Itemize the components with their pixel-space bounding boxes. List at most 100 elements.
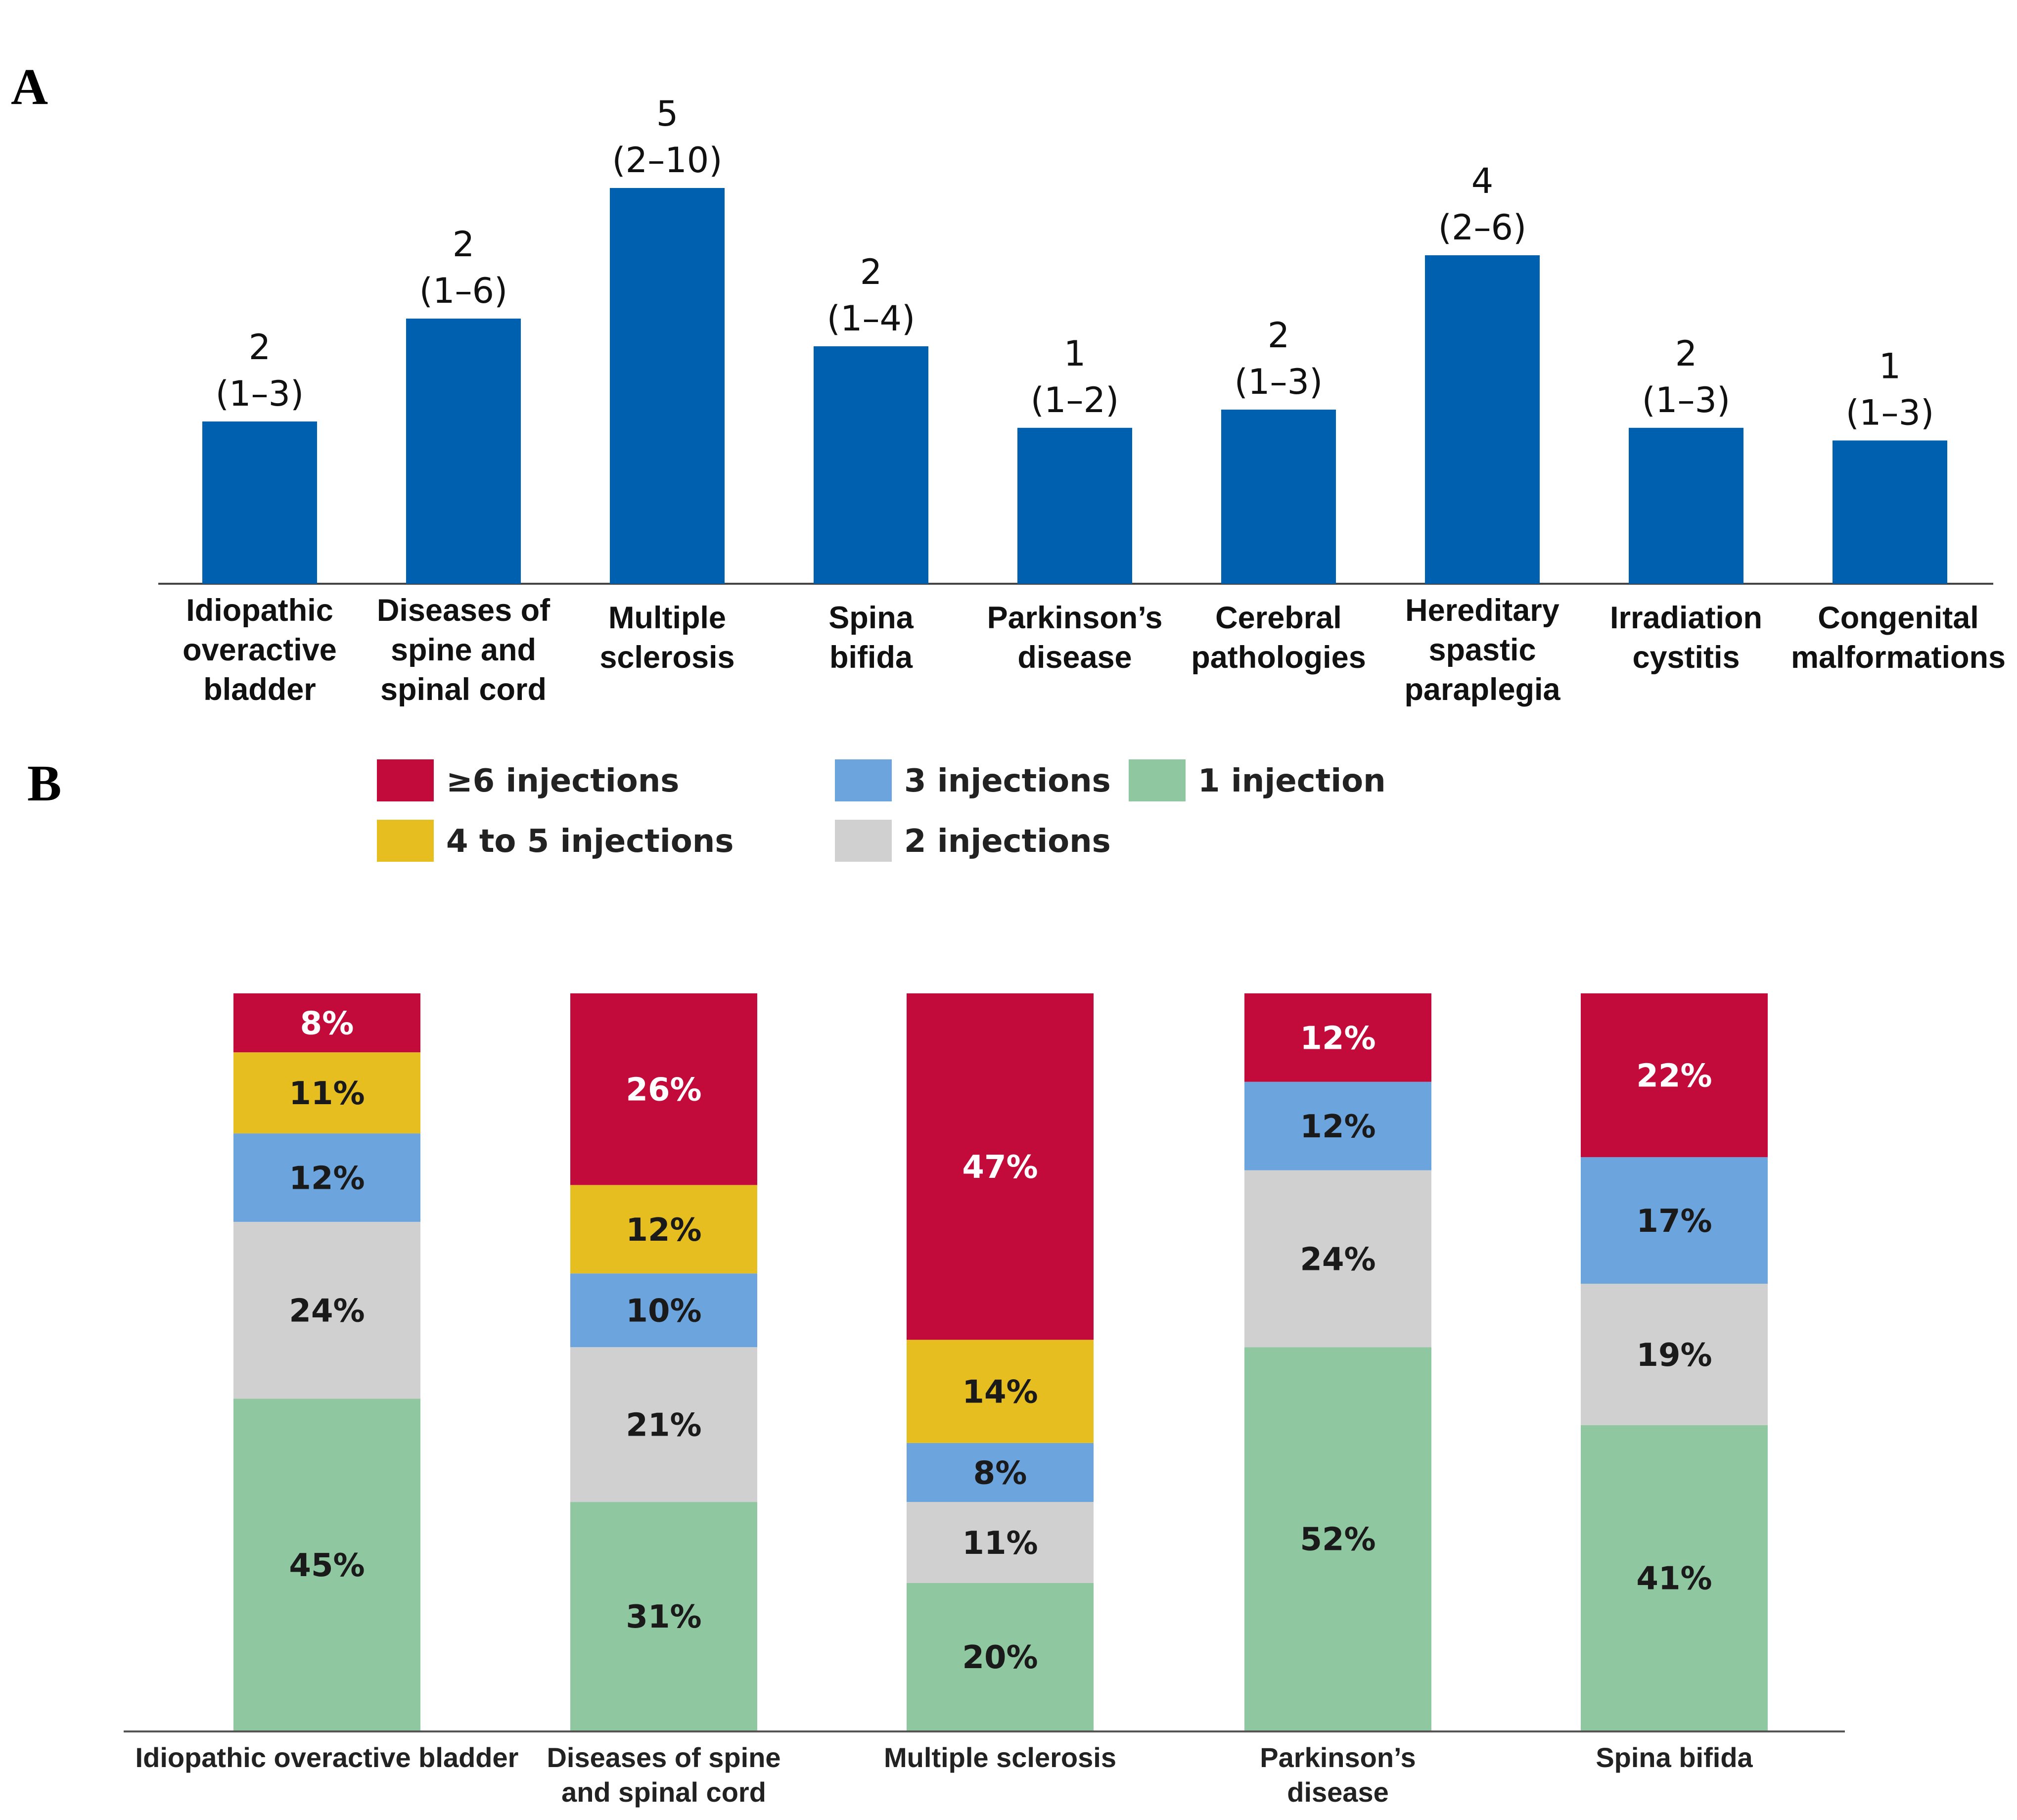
data-label-b-2-0: 20%	[962, 1639, 1038, 1676]
data-label-b-1-3: 12%	[626, 1212, 701, 1249]
segment-b-2-3	[907, 1340, 1094, 1443]
bar-a-8	[1833, 440, 1947, 584]
bar-a-6	[1425, 255, 1540, 584]
data-label-a-range-4: (1–2)	[1031, 380, 1119, 420]
tick-label-a-1-0: Diseases of	[377, 593, 550, 628]
tick-label-a-6-2: paraplegia	[1404, 672, 1560, 707]
data-label-b-2-2: 8%	[973, 1455, 1027, 1492]
data-label-b-1-4: 26%	[626, 1072, 701, 1109]
segment-b-0-0	[233, 1399, 420, 1730]
segment-b-1-0	[570, 1502, 757, 1730]
segment-b-0-2	[233, 1133, 420, 1222]
segment-b-4-1	[1581, 1283, 1768, 1425]
bar-a-7	[1629, 427, 1743, 584]
tick-label-a-4-1: disease	[1017, 640, 1132, 675]
tick-label-a-5-0: Cerebral	[1215, 601, 1342, 635]
tick-label-b-2-0: Multiple sclerosis	[884, 1742, 1116, 1773]
data-label-a-range-2: (2–10)	[612, 140, 722, 181]
tick-label-a-8-0: Congenital	[1818, 601, 1979, 635]
segment-b-1-2	[570, 1273, 757, 1348]
tick-label-b-0-0: Idiopathic overactive bladder	[136, 1742, 519, 1773]
data-label-b-3-4: 12%	[1300, 1020, 1375, 1057]
data-label-a-value-1: 2	[453, 224, 475, 265]
legend-swatch-4	[835, 820, 892, 862]
segment-b-0-1	[233, 1221, 420, 1399]
segment-b-4-0	[1581, 1425, 1768, 1730]
segment-b-1-4	[570, 993, 757, 1185]
data-label-b-3-0: 52%	[1300, 1522, 1375, 1558]
legend-b: ≥6 injections 3 injections 1 injection 4 to…	[377, 759, 1386, 862]
data-label-b-1-2: 10%	[626, 1293, 701, 1330]
legend-label-4: 2 injections	[904, 823, 1111, 860]
data-label-b-4-1: 19%	[1636, 1337, 1712, 1374]
tick-label-a-7-0: Irradiation	[1610, 601, 1762, 635]
legend-swatch-2	[1129, 759, 1186, 801]
segment-b-3-4	[1244, 993, 1431, 1082]
segment-b-2-2	[907, 1443, 1094, 1502]
legend-swatch-3	[377, 820, 434, 862]
data-label-b-0-4: 8%	[300, 1006, 354, 1042]
segment-b-1-1	[570, 1347, 757, 1502]
tick-label-b-3-0: Parkinson’s	[1260, 1742, 1416, 1773]
chart-a: 2 (1–3) Idiopathic overactive bladder 2 (1–6) D…	[158, 93, 2006, 707]
data-label-b-0-2: 12%	[289, 1161, 365, 1197]
segment-b-0-3	[233, 1052, 420, 1134]
tick-label-a-5-1: pathologies	[1191, 640, 1366, 675]
data-label-a-range-8: (1–3)	[1846, 392, 1934, 433]
segment-b-2-0	[907, 1583, 1094, 1730]
data-label-a-value-2: 5	[656, 93, 679, 134]
bar-a-4	[1017, 427, 1132, 584]
segment-b-3-1	[1244, 1170, 1431, 1348]
data-label-b-3-2: 12%	[1300, 1109, 1375, 1145]
tick-label-a-2-0: Multiple	[608, 601, 726, 635]
segment-b-3-0	[1244, 1347, 1431, 1730]
data-label-a-range-5: (1–3)	[1235, 362, 1323, 402]
segment-b-0-4	[233, 993, 420, 1053]
tick-label-a-1-2: spinal cord	[380, 672, 547, 707]
segment-b-4-2	[1581, 1157, 1768, 1284]
tick-label-b-1-0: Diseases of spine	[547, 1742, 780, 1773]
data-label-b-2-1: 11%	[962, 1525, 1038, 1562]
tick-label-a-4-0: Parkinson’s	[987, 601, 1163, 635]
segment-b-4-4	[1581, 993, 1768, 1158]
bar-a-1	[406, 319, 521, 584]
data-label-a-value-8: 1	[1879, 346, 1901, 386]
segment-b-2-1	[907, 1502, 1094, 1583]
tick-label-b-3-1: disease	[1287, 1776, 1389, 1808]
tick-label-a-2-1: sclerosis	[599, 640, 734, 675]
bar-a-5	[1221, 410, 1336, 584]
data-label-b-1-1: 21%	[626, 1407, 701, 1444]
tick-label-a-6-0: Hereditary	[1405, 593, 1559, 628]
tick-label-b-1-1: and spinal cord	[561, 1776, 766, 1808]
tick-label-a-6-1: spastic	[1428, 633, 1536, 667]
data-label-b-2-3: 14%	[962, 1374, 1038, 1411]
data-label-a-value-6: 4	[1471, 161, 1494, 201]
panel-b-letter: B	[27, 755, 61, 812]
bar-a-0	[202, 421, 317, 584]
data-label-a-range-0: (1–3)	[216, 373, 304, 414]
segment-b-3-2	[1244, 1081, 1431, 1170]
data-label-b-0-0: 45%	[289, 1547, 365, 1584]
chart-b: 45% 24% 12% 11% 8% Idiopathic overactive blad…	[124, 993, 1845, 1808]
data-label-a-value-4: 1	[1064, 333, 1086, 374]
legend-swatch-1	[835, 759, 892, 801]
tick-label-a-7-1: cystitis	[1632, 640, 1740, 675]
tick-label-a-0-0: Idiopathic	[186, 593, 333, 628]
data-label-a-range-7: (1–3)	[1642, 380, 1731, 420]
tick-label-b-4-0: Spina bifida	[1596, 1742, 1753, 1773]
data-label-a-range-3: (1–4)	[827, 298, 916, 339]
data-label-a-value-7: 2	[1675, 333, 1697, 374]
data-label-a-value-5: 2	[1268, 315, 1290, 356]
data-label-a-range-1: (1–6)	[419, 271, 508, 311]
data-label-b-2-4: 47%	[962, 1149, 1038, 1186]
data-label-b-4-0: 41%	[1636, 1560, 1712, 1597]
bar-a-2	[610, 188, 725, 584]
data-label-b-1-0: 31%	[626, 1599, 701, 1635]
legend-swatch-0	[377, 759, 434, 801]
tick-label-a-3-0: Spina	[828, 601, 914, 635]
legend-label-1: 3 injections	[904, 763, 1111, 799]
legend-label-2: 1 injection	[1198, 763, 1386, 799]
tick-label-a-0-2: bladder	[203, 672, 316, 707]
data-label-a-value-0: 2	[249, 327, 271, 368]
tick-label-a-0-1: overactive	[183, 633, 337, 667]
